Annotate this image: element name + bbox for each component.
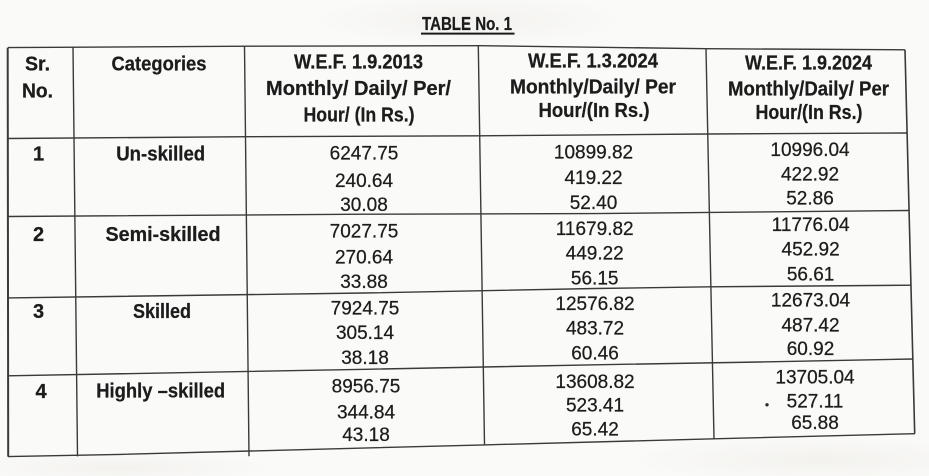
svg-text:3: 3 — [33, 301, 44, 323]
svg-text:Un-skilled: Un-skilled — [116, 143, 205, 165]
svg-text:60.46: 60.46 — [571, 343, 619, 364]
svg-text:33.88: 33.88 — [340, 272, 388, 293]
svg-text:Skilled: Skilled — [133, 301, 191, 323]
svg-text:10996.04: 10996.04 — [770, 140, 850, 161]
svg-text:W.E.F. 1.3.2024: W.E.F. 1.3.2024 — [528, 50, 659, 72]
svg-text:TABLE No. 1: TABLE No. 1 — [422, 14, 512, 34]
svg-text:7027.75: 7027.75 — [330, 222, 399, 243]
svg-text:523.41: 523.41 — [566, 396, 624, 417]
svg-text:305.14: 305.14 — [336, 323, 395, 344]
svg-text:W.E.F. 1.9.2024: W.E.F. 1.9.2024 — [745, 53, 873, 75]
svg-text:Monthly/ Daily/ Per/: Monthly/ Daily/ Per/ — [266, 78, 451, 100]
svg-text:4: 4 — [35, 381, 47, 403]
svg-text:419.22: 419.22 — [564, 168, 622, 189]
svg-text:344.84: 344.84 — [337, 402, 396, 423]
svg-text:7924.75: 7924.75 — [331, 298, 400, 319]
svg-text:2: 2 — [33, 224, 44, 246]
svg-text:43.18: 43.18 — [342, 425, 390, 446]
svg-text:12673.04: 12673.04 — [771, 291, 851, 312]
svg-text:240.64: 240.64 — [335, 171, 394, 192]
svg-text:Monthly/Daily/ Per: Monthly/Daily/ Per — [728, 79, 889, 101]
svg-text:422.92: 422.92 — [781, 165, 839, 186]
svg-text:13608.82: 13608.82 — [555, 372, 634, 393]
svg-text:52.86: 52.86 — [786, 188, 834, 209]
svg-text:56.15: 56.15 — [571, 268, 619, 289]
svg-text:1: 1 — [33, 143, 44, 165]
svg-text:11679.82: 11679.82 — [556, 219, 634, 240]
svg-text:13705.04: 13705.04 — [775, 367, 855, 388]
svg-text:449.22: 449.22 — [566, 244, 624, 265]
svg-text:Semi-skilled: Semi-skilled — [106, 224, 221, 246]
svg-text:W.E.F. 1.9.2013: W.E.F. 1.9.2013 — [294, 51, 423, 73]
svg-text:11776.04: 11776.04 — [772, 215, 850, 236]
svg-text:56.61: 56.61 — [787, 264, 835, 285]
svg-text:30.08: 30.08 — [340, 195, 388, 216]
svg-text:Highly –skilled: Highly –skilled — [96, 381, 225, 403]
svg-text:38.18: 38.18 — [341, 348, 389, 369]
svg-text:527.11: 527.11 — [787, 391, 844, 412]
svg-text:65.42: 65.42 — [571, 419, 619, 440]
svg-text:8956.75: 8956.75 — [332, 377, 401, 398]
svg-text:Monthly/Daily/ Per: Monthly/Daily/ Per — [510, 76, 676, 98]
svg-text:452.92: 452.92 — [782, 240, 840, 261]
svg-text:483.72: 483.72 — [566, 319, 624, 340]
svg-text:10899.82: 10899.82 — [554, 142, 633, 163]
svg-text:487.42: 487.42 — [781, 315, 839, 336]
svg-text:65.88: 65.88 — [791, 413, 839, 434]
svg-text:Categories: Categories — [112, 54, 207, 76]
svg-text:60.92: 60.92 — [787, 339, 835, 360]
svg-text:12576.82: 12576.82 — [555, 294, 634, 315]
svg-text:6247.75: 6247.75 — [330, 143, 399, 164]
svg-text:No.: No. — [22, 81, 53, 103]
svg-text:Hour/ (In Rs.): Hour/ (In Rs.) — [304, 105, 415, 127]
svg-text:Hour/(In Rs.): Hour/(In Rs.) — [539, 100, 650, 122]
svg-text:Hour/(In Rs.): Hour/(In Rs.) — [756, 102, 863, 124]
svg-text:270.64: 270.64 — [335, 247, 394, 268]
svg-text:Sr.: Sr. — [25, 53, 50, 75]
svg-text:52.40: 52.40 — [570, 193, 618, 214]
